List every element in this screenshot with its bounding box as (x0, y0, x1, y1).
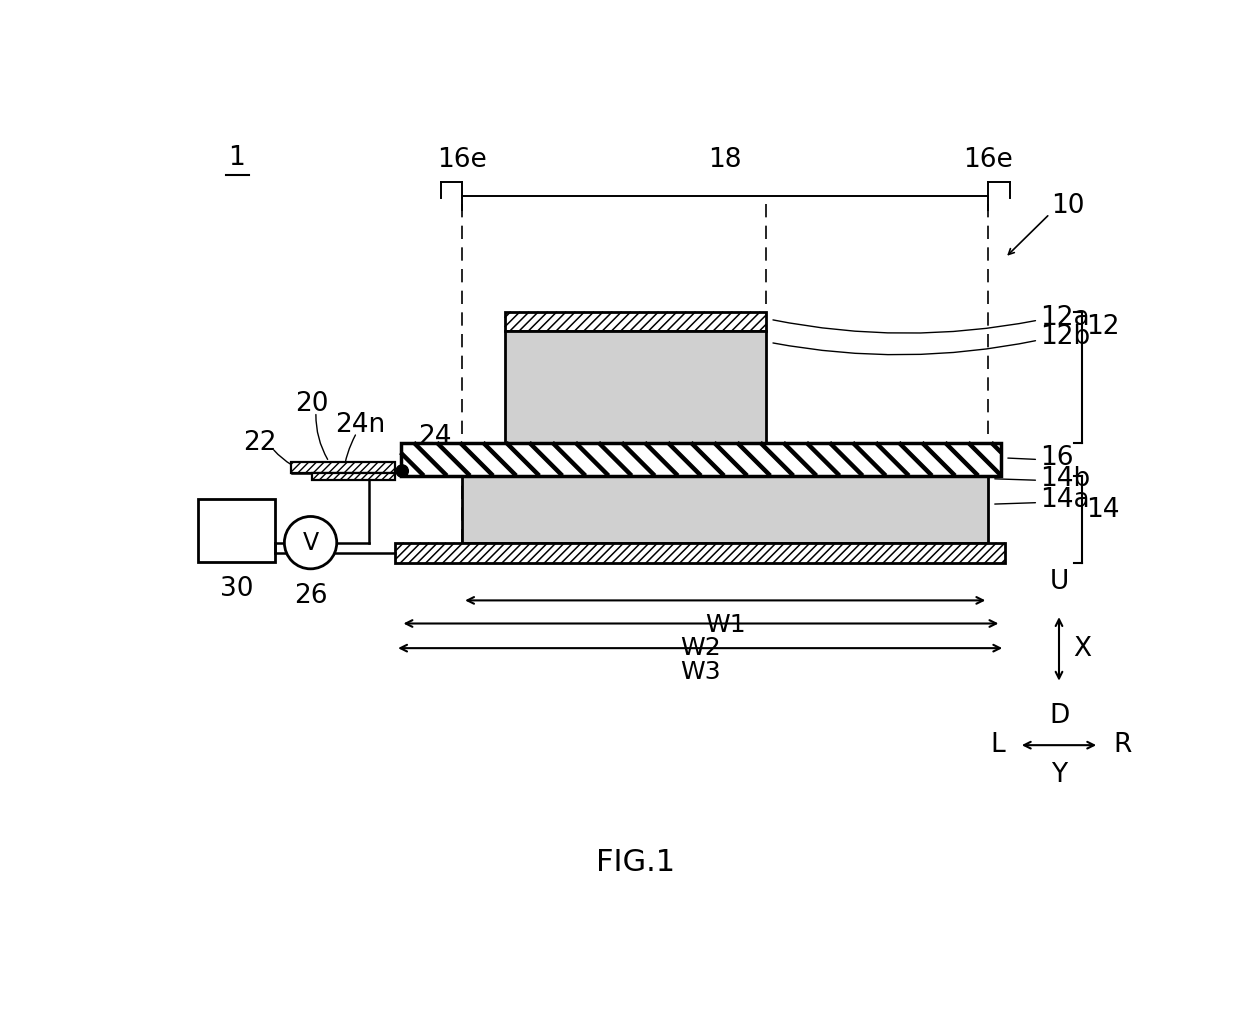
Text: 10: 10 (1052, 193, 1085, 219)
Text: W1: W1 (704, 613, 745, 637)
Bar (290, 462, 396, 474)
Text: 14a: 14a (1040, 487, 1090, 514)
Bar (401, 443, 1001, 476)
Text: 30: 30 (219, 576, 253, 602)
Text: FIG.1: FIG.1 (596, 848, 675, 876)
Text: X: X (1073, 636, 1091, 662)
Bar (463, 476, 988, 542)
Circle shape (284, 517, 337, 569)
Text: W2: W2 (681, 636, 722, 660)
Text: 22: 22 (243, 429, 277, 455)
Text: 1: 1 (228, 145, 246, 171)
Text: L: L (991, 732, 1006, 758)
Text: 24n: 24n (335, 412, 384, 438)
Text: 16: 16 (1040, 445, 1074, 470)
Text: W3: W3 (680, 660, 720, 685)
Bar (505, 331, 766, 443)
Text: 24: 24 (418, 424, 451, 450)
Bar (198, 499, 275, 562)
Text: 16e: 16e (438, 147, 487, 173)
Text: Y: Y (1052, 763, 1068, 788)
Text: V: V (303, 531, 319, 555)
Circle shape (396, 465, 408, 478)
Text: D: D (1049, 703, 1069, 729)
Text: 14: 14 (1086, 497, 1120, 524)
Bar (505, 312, 766, 331)
Text: 16e: 16e (963, 147, 1013, 173)
Text: 12b: 12b (1040, 324, 1090, 351)
Text: 14b: 14b (1040, 465, 1090, 492)
Text: 12a: 12a (1040, 304, 1090, 331)
Text: 12: 12 (1086, 314, 1120, 340)
Bar (396, 542, 1006, 564)
Text: 20: 20 (295, 392, 329, 417)
Text: 26: 26 (294, 582, 327, 609)
Text: 18: 18 (708, 147, 742, 173)
Text: U: U (1049, 569, 1069, 594)
Text: R: R (1114, 732, 1131, 758)
Bar (312, 474, 396, 481)
